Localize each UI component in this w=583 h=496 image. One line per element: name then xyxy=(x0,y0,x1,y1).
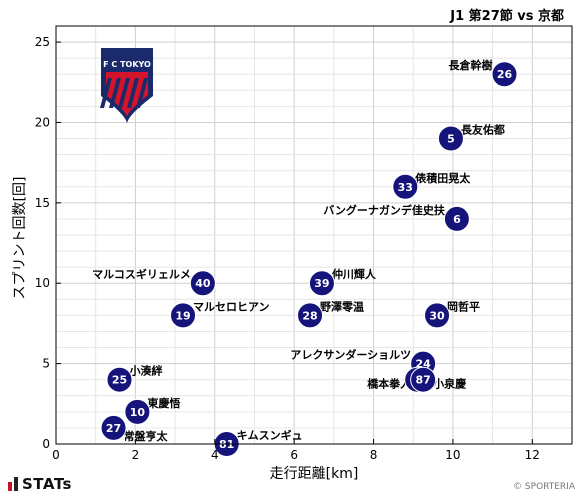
player-name-label: 常盤亨太 xyxy=(124,429,169,443)
stats-logo-text: STATs xyxy=(22,475,72,493)
player-marker xyxy=(437,125,464,152)
plot-frame xyxy=(55,25,573,445)
stats-bars-icon xyxy=(8,477,18,491)
player-number-label: 87 xyxy=(415,374,430,387)
player-number-label: 39 xyxy=(314,277,329,290)
player-name-label: 東慶悟 xyxy=(147,396,180,410)
crest-stripe xyxy=(100,78,112,108)
player-point: 19 xyxy=(170,302,197,329)
player-marker xyxy=(410,366,437,393)
x-tick-label: 2 xyxy=(132,448,140,462)
match-title: J1 第27節 vs 京都 xyxy=(449,8,564,24)
player-name-label: 野澤零温 xyxy=(320,299,364,313)
player-marker xyxy=(308,270,335,297)
player-marker xyxy=(392,173,419,200)
player-marker xyxy=(443,205,470,232)
y-axis-label: スプリント回数[回] xyxy=(12,177,28,300)
player-name-label: 仲川輝人 xyxy=(332,267,377,281)
player-name-label: キムスンギュ xyxy=(237,428,303,442)
stats-logo: STATs xyxy=(8,475,72,493)
y-tick-label: 0 xyxy=(42,437,50,451)
player-point: 33 xyxy=(392,173,419,200)
player-name-label: マルコスギリェルメ xyxy=(92,267,191,281)
player-point: 39 xyxy=(308,270,335,297)
player-number-label: 19 xyxy=(175,309,190,322)
player-number-label: 40 xyxy=(195,277,211,290)
fc-tokyo-crest-logo: F C TOKYO xyxy=(100,48,153,124)
player-point: 6 xyxy=(443,205,470,232)
player-marker xyxy=(297,302,324,329)
player-number-label: 5 xyxy=(447,133,455,146)
crest-stripe xyxy=(118,78,130,108)
player-name-label: 橋本拳人 xyxy=(367,377,412,391)
x-tick-label: 4 xyxy=(211,448,219,462)
y-tick-label: 20 xyxy=(35,115,50,129)
player-marker xyxy=(424,302,451,329)
player-name-label: アレクサンダーショルツ xyxy=(290,348,411,362)
x-tick-label: 8 xyxy=(370,448,378,462)
x-tick-label: 10 xyxy=(445,448,460,462)
player-point: 30 xyxy=(424,302,451,329)
player-name-label: 俵積田晃太 xyxy=(415,171,471,185)
player-name-label: 小湊絆 xyxy=(129,364,163,378)
crest-text: F C TOKYO xyxy=(103,60,151,69)
player-marker xyxy=(170,302,197,329)
x-tick-label: 12 xyxy=(525,448,540,462)
player-number-label: 33 xyxy=(398,181,413,194)
player-point: 40 xyxy=(189,270,216,297)
crest-stripe xyxy=(109,78,121,108)
player-name-label: 小泉慶 xyxy=(432,377,466,391)
crest-stripe xyxy=(136,78,148,108)
player-number-label: 30 xyxy=(429,309,445,322)
player-marker xyxy=(491,61,518,88)
player-point: 25 xyxy=(106,366,133,393)
player-number-label: 10 xyxy=(130,406,146,419)
player-name-label: 岡哲平 xyxy=(447,299,480,313)
player-number-label: 26 xyxy=(497,68,513,81)
player-marker xyxy=(100,414,127,441)
player-point: 5 xyxy=(437,125,464,152)
y-tick-label: 15 xyxy=(35,196,50,210)
player-point: 27 xyxy=(100,414,127,441)
player-name-label: バングーナガンデ佳史扶 xyxy=(323,203,446,217)
x-tick-label: 6 xyxy=(290,448,298,462)
player-number-label: 6 xyxy=(453,213,461,226)
axis-layer: 0 2 4 6 8 10 12 0 5 10 15 20 25 xyxy=(35,25,573,462)
player-point: 87 xyxy=(410,366,437,393)
player-number-label: 28 xyxy=(302,309,317,322)
player-marker xyxy=(189,270,216,297)
x-axis-label: 走行距離[km] xyxy=(270,465,359,482)
credit-text: © SPORTERIA xyxy=(513,482,575,492)
x-tick-label: 0 xyxy=(52,448,60,462)
player-number-label: 27 xyxy=(106,422,121,435)
player-name-label: 長倉幹樹 xyxy=(449,58,493,72)
player-marker xyxy=(124,398,151,425)
player-point: 28 xyxy=(297,302,324,329)
y-tick-label: 25 xyxy=(35,35,50,49)
player-number-label: 25 xyxy=(112,374,127,387)
player-name-label: 長友佑都 xyxy=(461,123,505,137)
player-name-label: マルセロヒアン xyxy=(193,300,270,313)
y-tick-label: 5 xyxy=(42,357,50,371)
y-tick-label: 10 xyxy=(35,276,50,290)
player-marker xyxy=(106,366,133,393)
player-point: 26 xyxy=(491,61,518,88)
crest-stripe xyxy=(127,78,139,108)
player-point: 10 xyxy=(124,398,151,425)
